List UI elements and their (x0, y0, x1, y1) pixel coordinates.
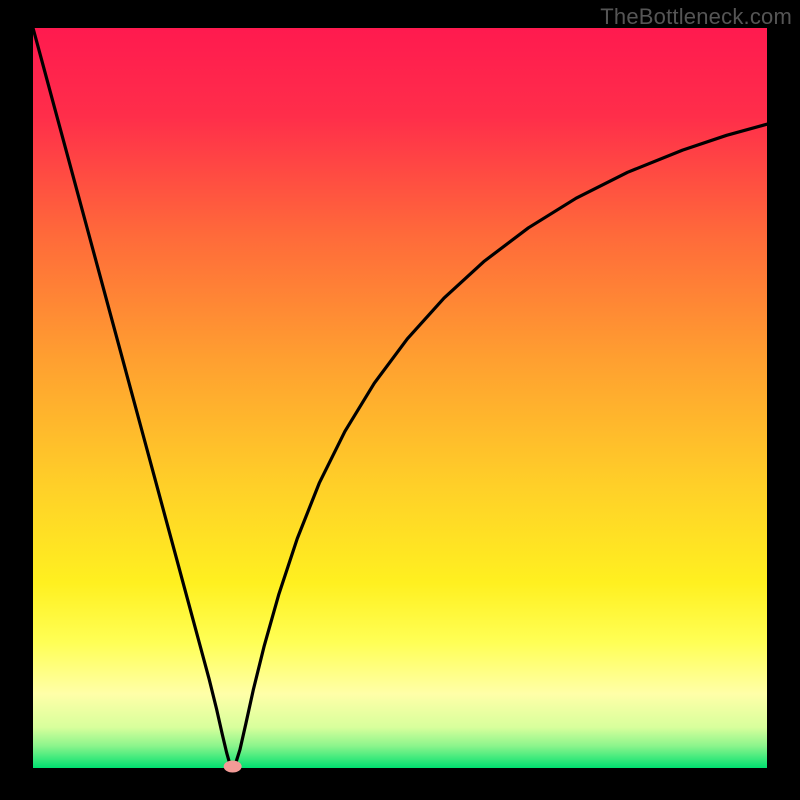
plot-background (33, 28, 767, 768)
min-marker-dot (224, 761, 242, 773)
bottleneck-chart (0, 0, 800, 800)
watermark-text: TheBottleneck.com (600, 4, 792, 30)
